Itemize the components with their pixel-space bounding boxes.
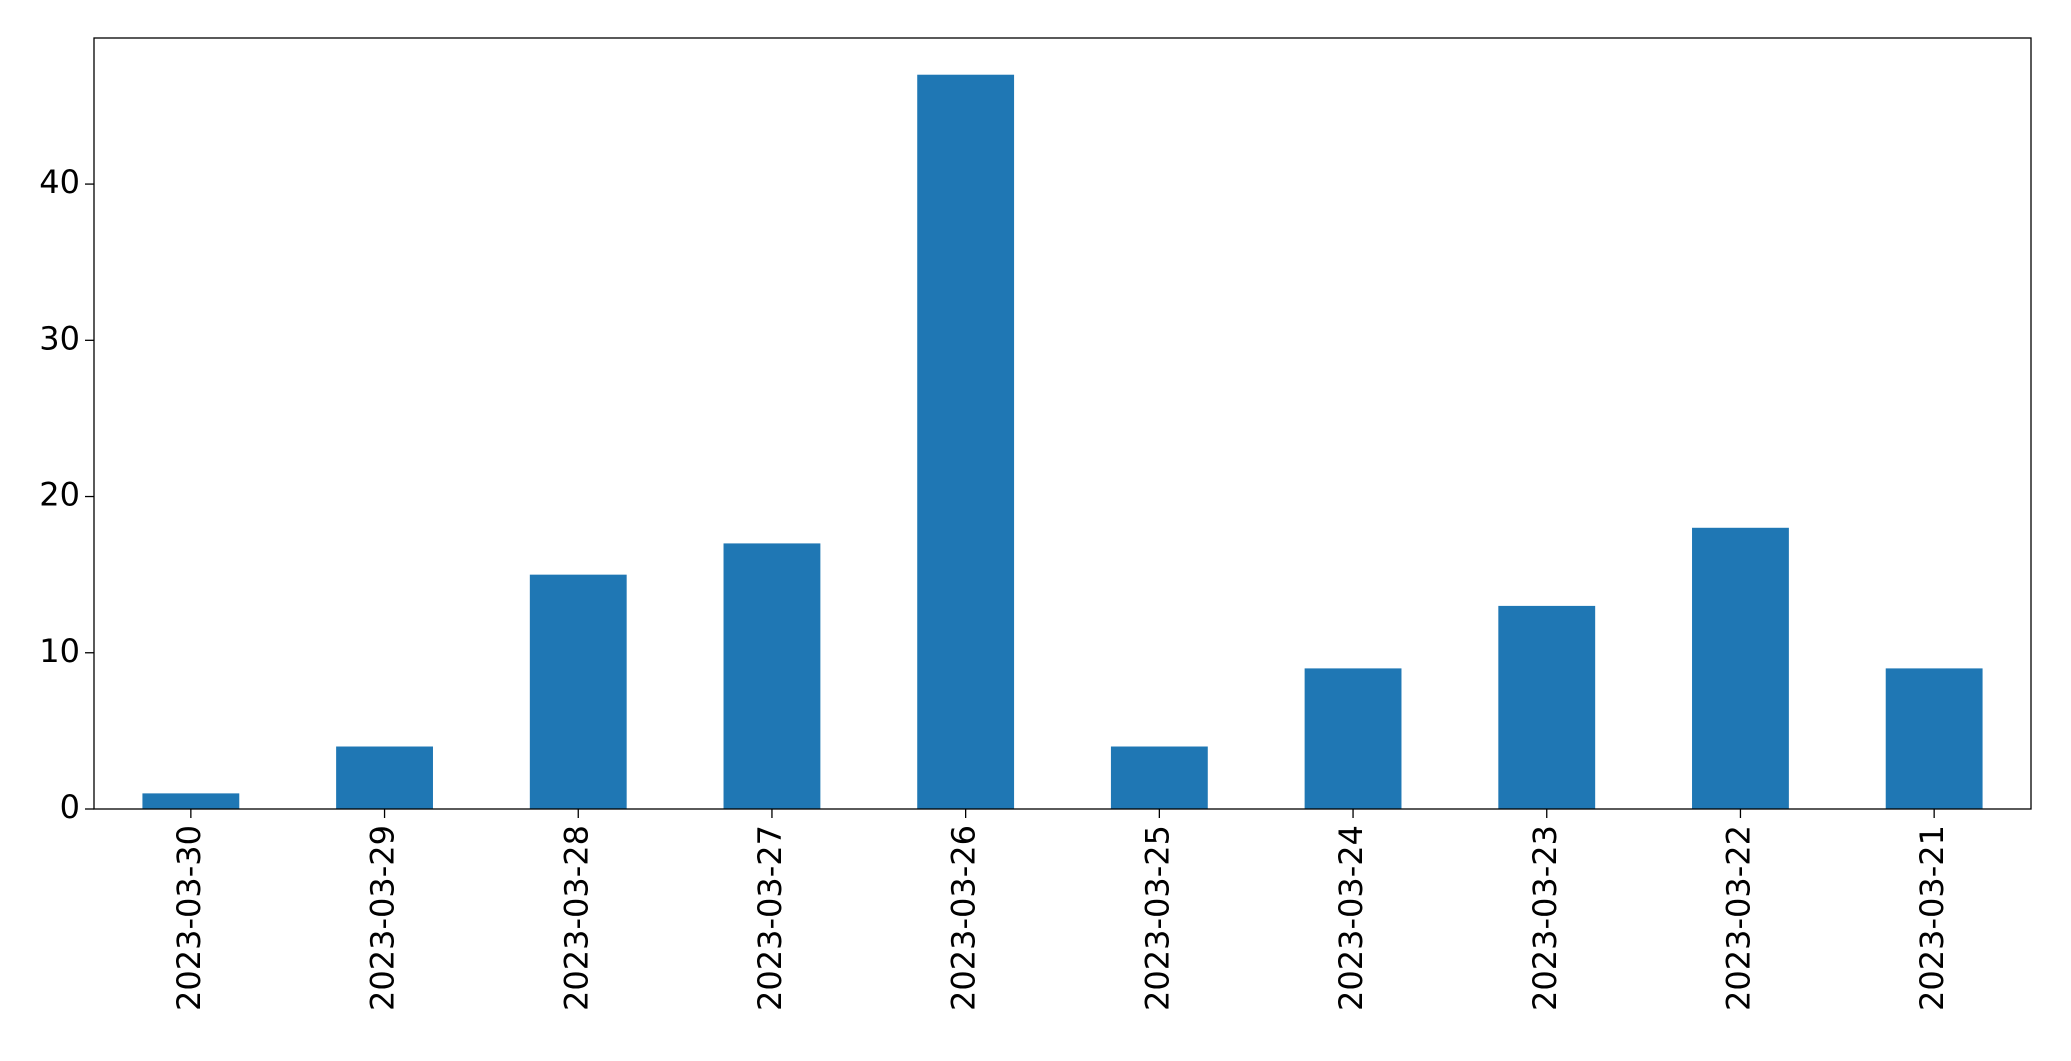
bar (1304, 668, 1402, 809)
bar (336, 746, 433, 809)
bar (1498, 605, 1596, 809)
x-tick-label: 2023-03-28 (557, 825, 595, 1011)
y-tick-label: 20 (39, 476, 80, 514)
x-tick-label: 2023-03-22 (1719, 825, 1757, 1011)
y-tick-label: 40 (39, 163, 80, 201)
y-tick-label: 30 (39, 319, 80, 357)
x-tick-label: 2023-03-23 (1526, 825, 1564, 1011)
bar (917, 74, 1015, 809)
bar (1692, 527, 1789, 809)
x-tick-label: 2023-03-29 (364, 825, 402, 1011)
bar (142, 793, 240, 809)
x-tick-label: 2023-03-24 (1332, 825, 1370, 1011)
x-tick-label: 2023-03-26 (945, 825, 983, 1011)
x-tick-label: 2023-03-30 (170, 825, 208, 1011)
bar (1885, 668, 1983, 809)
bar (723, 543, 821, 809)
bar (1110, 746, 1208, 809)
x-tick-label: 2023-03-25 (1138, 825, 1176, 1011)
x-tick-label: 2023-03-27 (751, 825, 789, 1011)
bar (529, 574, 627, 809)
plot-frame (93, 37, 2032, 810)
y-tick-label: 10 (39, 632, 80, 670)
y-tick-label: 0 (60, 788, 80, 826)
x-tick-label: 2023-03-21 (1913, 825, 1951, 1011)
